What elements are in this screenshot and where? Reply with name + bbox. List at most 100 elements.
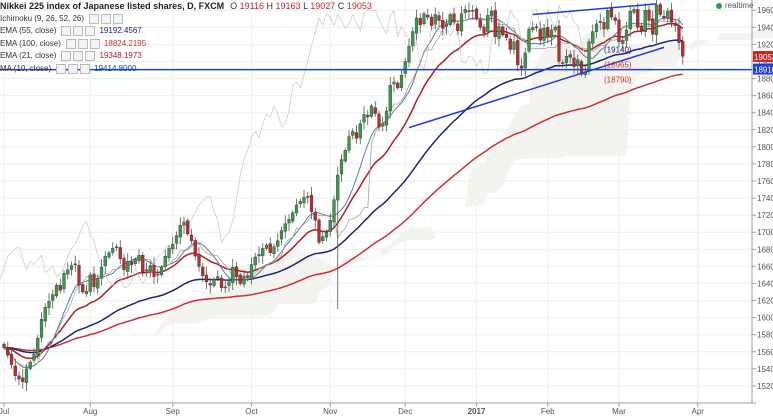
candle — [318, 218, 321, 245]
legend-item-ema100[interactable]: EMA (100, close) 18824.2195 — [0, 38, 372, 51]
candle-body — [486, 15, 489, 31]
y-tick-label: 18600 — [757, 92, 773, 101]
candle-body — [78, 265, 81, 285]
price-tag-label: 19053 — [754, 53, 773, 62]
candle-body — [359, 124, 362, 138]
candle-body — [186, 221, 189, 234]
candle-body — [411, 32, 414, 46]
legend-item-value: 18824.2195 — [104, 38, 146, 50]
candle-body — [243, 277, 246, 285]
candle-body — [666, 11, 669, 18]
candle-body — [235, 267, 238, 277]
candle-body — [494, 10, 497, 36]
candle-body — [374, 108, 377, 114]
candle-body — [149, 266, 152, 271]
close-icon[interactable] — [113, 14, 123, 24]
candle-body — [524, 53, 527, 68]
candle-body — [644, 10, 647, 32]
candle-body — [528, 29, 531, 51]
eye-toggle-icon[interactable] — [61, 26, 71, 36]
candle-body — [471, 10, 474, 11]
x-tick-label: 2017 — [468, 407, 486, 416]
candle-body — [381, 124, 384, 126]
candle — [344, 148, 347, 163]
candle-body — [288, 219, 291, 223]
candle-body — [269, 244, 272, 253]
close-icon[interactable] — [85, 51, 95, 61]
ohlc-open-label: O — [230, 1, 237, 11]
candle-body — [63, 273, 66, 289]
candle — [606, 8, 609, 31]
legend-item-ma10[interactable]: MA (10, close) 19414.8000 — [0, 63, 372, 76]
candle-body — [576, 60, 579, 66]
legend-item-ema21[interactable]: EMA (21, close) 19348.1973 — [0, 50, 372, 63]
legend-item-ichimoku[interactable]: Ichimoku (9, 26, 52, 26) — [0, 13, 372, 26]
legend-item-name: MA (10, close) — [0, 63, 51, 75]
y-tick-label: 17400 — [757, 194, 773, 203]
candle-body — [246, 276, 249, 278]
candle-body — [543, 28, 546, 40]
candle-body — [550, 30, 553, 37]
ohlc-readout: O 19116 H 19163 L 19027 C 19053 — [230, 0, 372, 12]
candle-body — [621, 40, 624, 43]
candle-body — [460, 14, 463, 31]
close-icon[interactable] — [80, 64, 90, 74]
eye-toggle-icon[interactable] — [89, 14, 99, 24]
legend-item-value: 19348.1973 — [99, 50, 141, 62]
eye-toggle-icon[interactable] — [61, 51, 71, 61]
settings-icon[interactable] — [101, 14, 111, 24]
candle-body — [198, 254, 201, 266]
candle-body — [48, 301, 51, 307]
close-icon[interactable] — [90, 39, 100, 49]
candle-body — [603, 22, 606, 29]
candle-body — [516, 40, 519, 64]
candle-body — [344, 150, 347, 161]
candle-body — [44, 307, 47, 321]
candle-body — [355, 133, 358, 139]
settings-icon[interactable] — [78, 39, 88, 49]
candle-body — [115, 247, 118, 248]
candle-body — [509, 39, 512, 50]
x-tick-label: Mar — [612, 407, 626, 416]
price-tag-label: 18910 — [754, 66, 773, 75]
candle-body — [678, 26, 681, 43]
candle-body — [291, 213, 294, 222]
candle-body — [325, 232, 328, 237]
candle-body — [378, 114, 381, 127]
settings-icon[interactable] — [73, 51, 83, 61]
y-tick-label: 16600 — [757, 262, 773, 271]
y-tick-label: 15600 — [757, 348, 773, 357]
ohlc-close-label: C — [338, 1, 345, 11]
candle-body — [21, 378, 24, 382]
candle-body — [423, 14, 426, 24]
eye-toggle-icon[interactable] — [56, 64, 66, 74]
candle-body — [201, 267, 204, 276]
candle-body — [258, 254, 261, 256]
candle-body — [501, 27, 504, 35]
candle-body — [610, 9, 613, 18]
settings-icon[interactable] — [73, 26, 83, 36]
candle-body — [51, 295, 54, 301]
candle-body — [85, 291, 88, 294]
candle-body — [10, 354, 13, 364]
candle-body — [539, 29, 542, 40]
candle-body — [164, 256, 167, 266]
candle-body — [655, 5, 658, 35]
candle-body — [629, 11, 632, 29]
candle-body — [183, 222, 186, 225]
eye-toggle-icon[interactable] — [66, 39, 76, 49]
candle-body — [261, 248, 264, 255]
candle-body — [216, 277, 219, 279]
y-tick-label: 15800 — [757, 331, 773, 340]
close-icon[interactable] — [85, 26, 95, 36]
candle-body — [434, 15, 437, 25]
settings-icon[interactable] — [68, 64, 78, 74]
y-tick-label: 19400 — [757, 23, 773, 32]
status-dot-icon — [716, 3, 722, 9]
legend-item-ema55[interactable]: EMA (55, close) 19192.4567 — [0, 25, 372, 38]
candle-body — [531, 27, 534, 29]
annotation-label: (19140) — [604, 46, 632, 55]
ohlc-close-value: 19053 — [347, 1, 372, 11]
